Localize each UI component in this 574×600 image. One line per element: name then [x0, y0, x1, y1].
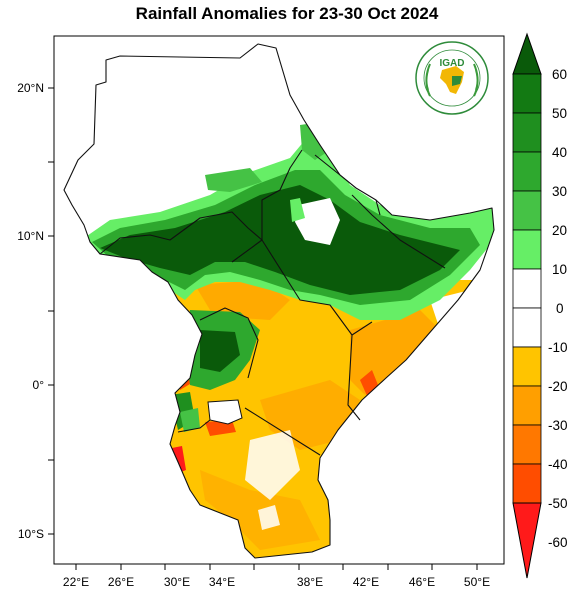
- border-eritrea-djibouti: [314, 154, 357, 189]
- laurel-left-icon: [425, 63, 431, 97]
- neutral-patch-south: [258, 505, 280, 530]
- colorbar-arrow-bottom: [512, 502, 542, 579]
- x-tick-label: 34°E: [209, 575, 235, 589]
- border-tanzania-west: [177, 419, 211, 433]
- colorbar-label: -50: [548, 496, 568, 511]
- colorbar-label: 0: [556, 301, 564, 316]
- colorbar-label: 20: [552, 223, 567, 238]
- wet-area-rwanda: [180, 408, 200, 432]
- colorbar-segment: [512, 229, 542, 270]
- map-title: Rainfall Anomalies for 23-30 Oct 2024: [135, 4, 439, 23]
- colorbar-label: -20: [548, 379, 568, 394]
- colorbar-segment: [512, 190, 542, 231]
- dry-spot-coast: [360, 370, 378, 398]
- y-tick-label: 10°N: [17, 229, 44, 243]
- x-tick-label: 42°E: [353, 575, 379, 589]
- dry-area-sudan-south: [195, 280, 290, 320]
- horn-of-africa-icon: [452, 76, 462, 86]
- colorbar-label: 10: [552, 262, 567, 277]
- igad-logo: IGAD: [415, 41, 489, 115]
- logo-text: IGAD: [440, 58, 465, 69]
- colorbar-label: 60: [552, 67, 567, 82]
- colorbar-label: 30: [552, 184, 567, 199]
- border-ethiopia-kenya: [231, 239, 373, 336]
- logo-inner-ring: [423, 49, 481, 107]
- wet-patch-ethiopia-white: [295, 198, 340, 245]
- lake-victoria: [207, 399, 243, 425]
- wet-area-uganda-core: [200, 330, 240, 372]
- x-tick-label: 46°E: [409, 575, 435, 589]
- neutral-patch-tanzania: [245, 430, 300, 500]
- colorbar-segment: [512, 307, 542, 348]
- y-tick-label: 20°N: [17, 81, 44, 95]
- colorbar-label: -10: [548, 340, 568, 355]
- border-somalia-kenya: [347, 334, 361, 421]
- colorbar-label: -30: [548, 418, 568, 433]
- colorbar-segment: [512, 73, 542, 114]
- x-tick-label: 26°E: [108, 575, 134, 589]
- colorbar-segment: [512, 424, 542, 465]
- colorbar-label: -40: [548, 457, 568, 472]
- colorbar-arrow-top: [512, 32, 542, 75]
- x-axis: 22°E 26°E 30°E 34°E 38°E 42°E 46°E 50°E: [63, 564, 490, 589]
- y-tick-label: 0°: [33, 378, 45, 392]
- wet-patch-sudan-north: [205, 168, 262, 192]
- country-borders: [63, 43, 495, 559]
- border-kenya-tanzania: [244, 407, 321, 456]
- colorbar-segment: [512, 463, 542, 504]
- wet-patch-ethiopia-light: [290, 198, 305, 222]
- colorbar-label: -60: [548, 535, 568, 550]
- border-somaliland: [375, 199, 381, 216]
- border-sudan-south-sudan: [99, 211, 263, 255]
- colorbar-label: 50: [552, 106, 567, 121]
- region-outline: [63, 43, 495, 559]
- y-axis: 20°N 10°N 0° 10°S: [17, 81, 54, 541]
- x-tick-label: 30°E: [164, 575, 190, 589]
- border-uganda: [199, 307, 259, 379]
- x-tick-label: 50°E: [464, 575, 490, 589]
- colorbar-segment: [512, 151, 542, 192]
- x-tick-label: 38°E: [297, 575, 323, 589]
- colorbar-segment: [512, 268, 542, 309]
- x-tick-label: 22°E: [63, 575, 89, 589]
- border-ethiopia-somalia: [351, 194, 446, 269]
- colorbar-segment: [512, 112, 542, 153]
- colorbar-segment: [512, 385, 542, 426]
- border-south-sudan-ethiopia: [261, 149, 303, 240]
- colorbar: 60 50 40 30 20 10 0 -10 -20 -30 -40 -50 …: [512, 32, 568, 579]
- laurel-right-icon: [473, 63, 479, 97]
- y-tick-label: 10°S: [18, 527, 44, 541]
- colorbar-label: 40: [552, 145, 567, 160]
- wet-band-core: [100, 185, 460, 295]
- colorbar-segment: [512, 346, 542, 387]
